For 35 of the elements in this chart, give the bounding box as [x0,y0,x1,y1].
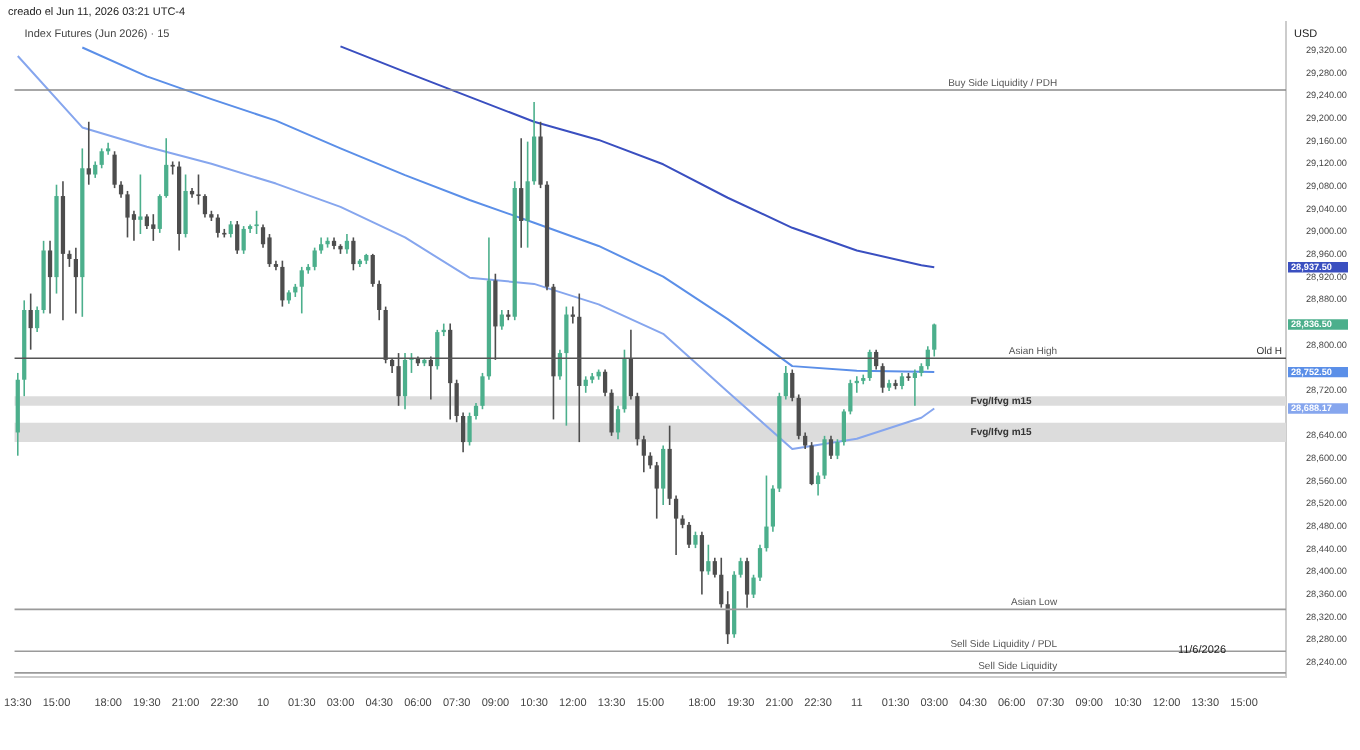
candlestick [241,225,246,255]
candlestick [73,246,78,315]
candlestick [564,305,569,427]
candlestick [783,365,788,401]
candlestick [719,556,724,609]
candlestick [254,209,259,235]
candlestick [215,213,220,239]
candlestick [725,590,730,645]
candlestick [351,236,356,272]
candlestick [402,352,408,411]
candlestick [790,368,795,403]
candlestick [706,543,711,576]
candlestick [235,220,240,255]
candlestick [654,461,659,520]
candlestick [86,120,91,186]
candlestick [47,240,53,315]
candlestick [467,411,472,447]
candlestick [138,173,143,235]
candlestick [661,444,666,506]
candlestick [828,435,834,460]
candlestick [519,137,524,249]
candlestick [744,556,750,609]
candlestick [686,521,692,549]
candlestick [299,266,304,315]
candlestick [738,556,743,579]
candlestick [202,193,208,219]
candlestick [912,368,918,407]
candlestick [183,173,188,239]
candlestick [99,147,104,170]
candlestick [28,292,33,351]
candlestick [280,259,285,308]
candlestick [641,435,646,473]
candlestick [699,530,705,596]
candlestick [796,393,801,441]
candlestick [151,213,156,242]
